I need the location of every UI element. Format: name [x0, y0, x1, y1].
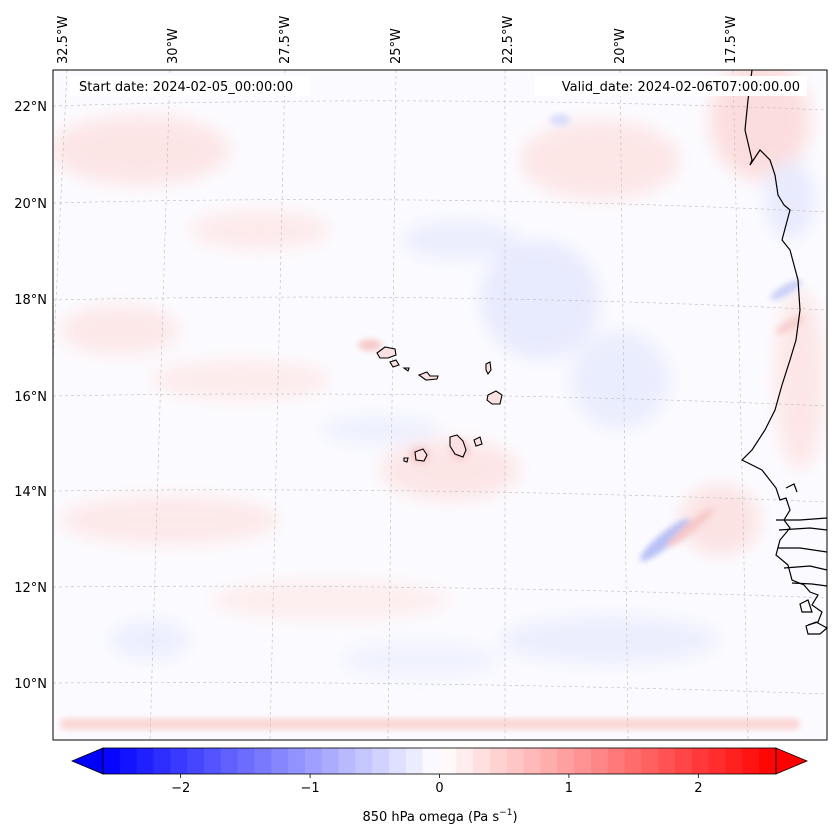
island-sao-nicolau [417, 371, 439, 381]
island-santo-antao [376, 346, 397, 359]
lon-label: 25°W [389, 28, 404, 64]
colorbar-cell [355, 748, 373, 774]
colorbar-label: 850 hPa omega (Pa s−1) [362, 808, 517, 825]
island-fogo [414, 448, 428, 462]
colorbar-extend-min [70, 747, 104, 775]
colorbar-cell [254, 748, 272, 774]
colorbar-extend-max [775, 747, 809, 775]
lat-label: 10°N [14, 677, 47, 692]
island-santa-luzia [402, 367, 410, 372]
colorbar-cell [321, 748, 340, 774]
colorbar-cell [590, 748, 609, 774]
island-sao-vicente [389, 359, 400, 368]
lat-label: 22°N [14, 100, 47, 115]
colorbar-cell [136, 748, 155, 774]
colorbar: −2 −1 0 1 2 850 hPa omega (Pa s−1) [70, 747, 809, 825]
colorbar-cell [237, 748, 256, 774]
lon-label: 32.5°W [56, 16, 71, 64]
colorbar-cell [203, 748, 222, 774]
lat-labels: 22°N 20°N 18°N 16°N 14°N 12°N 10°N [14, 100, 47, 692]
lat-label: 16°N [14, 390, 47, 405]
colorbar-ticks: −2 −1 0 1 2 [171, 774, 702, 796]
colorbar-cell [439, 748, 457, 774]
island-maio [473, 436, 483, 447]
colorbar-cell [725, 748, 743, 774]
colorbar-cell [759, 748, 777, 774]
colorbar-cell [220, 748, 239, 774]
colorbar-cell [658, 748, 676, 774]
coastline [740, 69, 829, 635]
gridlines [53, 70, 827, 740]
island-santiago [449, 434, 467, 458]
colorbar-cell [153, 748, 171, 774]
colorbar-cell [170, 748, 188, 774]
map-panel: Start date: 2024-02-05_00:00:00 Valid_da… [52, 69, 829, 741]
colorbar-cell [506, 748, 525, 774]
colorbar-cell [489, 748, 508, 774]
colorbar-cell [691, 748, 710, 774]
colorbar-cell [389, 748, 407, 774]
colorbar-cell [456, 748, 474, 774]
colorbar-cell [523, 748, 542, 774]
colorbar-cell [271, 748, 289, 774]
map-frame [52, 69, 828, 741]
colorbar-cell [473, 748, 491, 774]
colorbar-cell [119, 748, 138, 774]
lat-label: 14°N [14, 485, 47, 500]
colorbar-cell [675, 748, 693, 774]
colorbar-scale [103, 748, 777, 774]
colorbar-tick-label: 1 [565, 781, 573, 796]
colorbar-cell [405, 748, 424, 774]
colorbar-cell [557, 748, 575, 774]
colorbar-cell [574, 748, 592, 774]
colorbar-cell [338, 748, 356, 774]
colorbar-tick-label: −2 [171, 781, 190, 796]
colorbar-cell [624, 748, 642, 774]
colorbar-cell [422, 748, 441, 774]
island-boa-vista [486, 390, 503, 405]
omega-field [53, 70, 825, 730]
start-date-label: Start date: 2024-02-05_00:00:00 [79, 80, 293, 95]
lon-label: 27.5°W [278, 16, 293, 64]
lon-label: 30°W [166, 28, 181, 64]
colorbar-cell [103, 748, 121, 774]
lon-label: 22.5°W [501, 16, 516, 64]
colorbar-cell [304, 748, 323, 774]
colorbar-cell [187, 748, 205, 774]
lon-label: 20°W [613, 28, 628, 64]
colorbar-cell [641, 748, 659, 774]
colorbar-tick-label: −1 [300, 781, 319, 796]
lat-label: 12°N [14, 581, 47, 596]
island-sal [485, 361, 492, 376]
lat-label: 20°N [14, 197, 47, 212]
colorbar-tick-label: 0 [435, 781, 443, 796]
colorbar-tick-label: 2 [694, 781, 702, 796]
valid-date-label: Valid_date: 2024-02-06T07:00:00.00 [562, 80, 800, 95]
colorbar-cell [607, 748, 626, 774]
colorbar-cell [708, 748, 727, 774]
colorbar-cell [540, 748, 558, 774]
colorbar-cell [742, 748, 760, 774]
colorbar-cell [288, 748, 306, 774]
colorbar-cell [372, 748, 390, 774]
island-brava [403, 457, 409, 463]
lat-label: 18°N [14, 293, 47, 308]
lon-label: 17.5°W [724, 16, 739, 64]
cape-verde-islands [376, 346, 503, 463]
lon-labels: 32.5°W 30°W 27.5°W 25°W 22.5°W 20°W 17.5… [56, 16, 739, 64]
